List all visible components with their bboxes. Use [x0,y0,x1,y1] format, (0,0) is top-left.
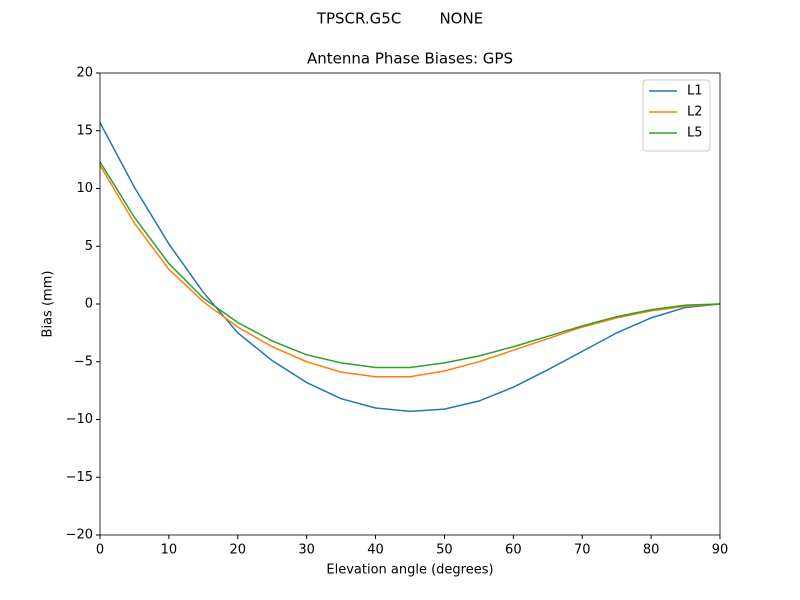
y-tick-label: −10 [66,412,93,427]
chart-title: Antenna Phase Biases: GPS [307,50,513,68]
legend-label: L5 [687,126,703,141]
legend-label: L1 [687,84,703,99]
x-tick-label: 10 [161,543,178,558]
line-series [99,161,721,369]
legend: L1 L2 L5 [642,79,711,152]
x-axis-label: Elevation angle (degrees) [326,563,493,578]
x-tick-label: 40 [367,543,384,558]
x-tick-label: 50 [436,543,453,558]
y-tick-label: −5 [74,354,93,369]
x-tick-label: 60 [505,543,522,558]
line-series [99,165,721,378]
y-tick-label: 0 [85,297,93,312]
y-tick-label: 15 [76,123,93,138]
suptitle: TPSCR.G5C NONE [316,10,483,28]
x-tick-label: 20 [230,543,247,558]
x-tick-label: 30 [298,543,315,558]
line-series [99,122,721,413]
y-tick-label: 5 [85,239,93,254]
x-tick-label: 70 [574,543,591,558]
legend-label: L2 [687,105,703,120]
y-tick-label: 10 [76,181,93,196]
y-axis-label: Bias (mm) [41,271,56,338]
plot-frame [99,72,721,536]
y-tick-label: 20 [76,66,93,81]
y-tick-label: −15 [66,470,93,485]
x-tick-label: 90 [712,543,729,558]
y-tick-label: −20 [66,528,93,543]
x-tick-label: 0 [96,543,104,558]
x-tick-label: 80 [643,543,660,558]
